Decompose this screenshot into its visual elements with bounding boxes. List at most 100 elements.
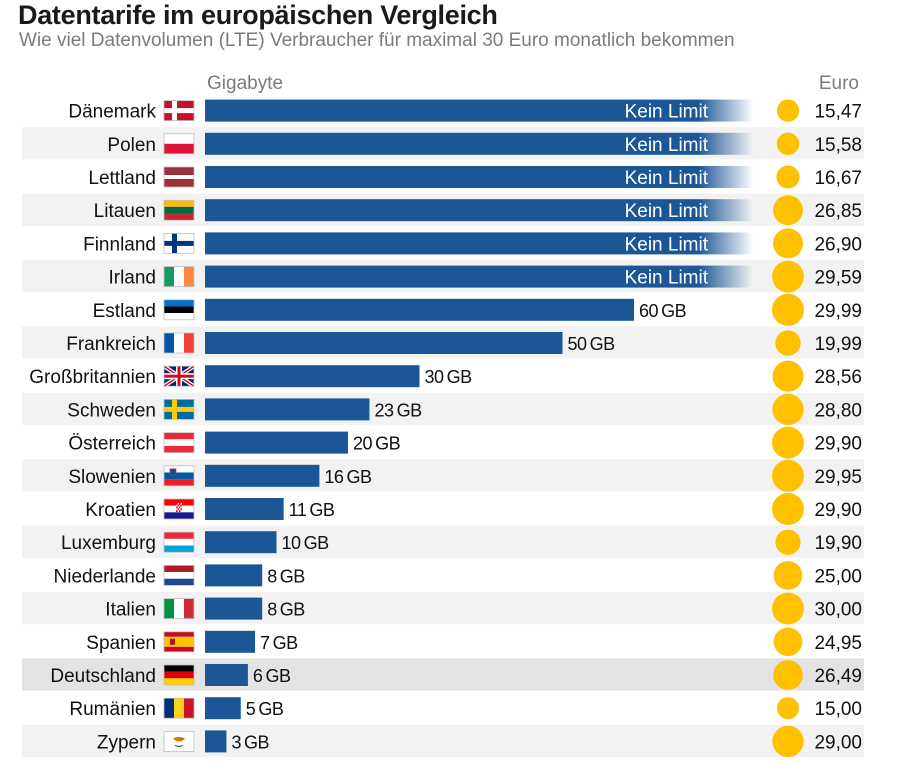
unlimited-label: Kein Limit bbox=[625, 268, 709, 289]
unlimited-label: Kein Limit bbox=[625, 234, 709, 255]
unlimited-label: Kein Limit bbox=[625, 168, 709, 189]
flag-es-icon bbox=[163, 631, 195, 653]
price-coin-icon bbox=[776, 165, 800, 189]
price-label: 28,56 bbox=[814, 367, 862, 388]
row-stripe bbox=[22, 592, 864, 625]
data-bar bbox=[205, 730, 227, 753]
data-bar bbox=[205, 99, 753, 122]
table-row: Estland 60 GB 29,99 bbox=[93, 293, 862, 326]
price-coin-icon bbox=[772, 493, 804, 525]
x-axis-label: Gigabyte bbox=[207, 73, 283, 94]
price-label: 29,95 bbox=[814, 467, 862, 488]
table-row: Österreich 20 GB 29,90 bbox=[68, 426, 862, 459]
table-row: Deutschland 6 GB 26,49 bbox=[22, 658, 864, 691]
price-coin-icon bbox=[773, 660, 803, 690]
data-bar bbox=[205, 531, 277, 554]
unlimited-label: Kein Limit bbox=[625, 135, 709, 156]
price-label: 26,85 bbox=[814, 201, 862, 222]
price-label: 16,67 bbox=[814, 168, 862, 189]
table-row: Slowenien 16 GB 29,95 bbox=[22, 459, 864, 492]
flag-nl-icon bbox=[163, 565, 195, 586]
data-bar bbox=[205, 298, 634, 321]
flag-pl-icon bbox=[163, 133, 195, 155]
data-bar bbox=[205, 431, 348, 454]
value-label: 16 GB bbox=[324, 467, 372, 487]
flag-at-icon bbox=[163, 432, 195, 454]
price-label: 15,58 bbox=[814, 135, 862, 156]
table-row: Irland Kein Limit 29,59 bbox=[22, 260, 864, 293]
country-label: Großbritannien bbox=[29, 367, 156, 388]
flag-se-icon bbox=[163, 398, 195, 420]
price-coin-icon bbox=[775, 330, 801, 356]
price-coin-icon bbox=[772, 426, 804, 459]
table-row: Spanien 7 GB 24,95 bbox=[86, 627, 862, 657]
flag-hr-icon bbox=[163, 498, 195, 520]
value-label: 8 GB bbox=[267, 566, 305, 586]
value-label: 23 GB bbox=[374, 400, 422, 420]
price-coin-icon bbox=[772, 260, 804, 293]
country-label: Dänemark bbox=[68, 102, 156, 123]
price-label: 19,99 bbox=[814, 334, 862, 355]
flag-de-icon bbox=[163, 664, 195, 686]
price-coin-icon bbox=[772, 393, 804, 425]
data-bar bbox=[205, 265, 753, 288]
table-row: Frankreich 50 GB 19,99 bbox=[22, 326, 864, 359]
table-row: Niederlande 8 GB 25,00 bbox=[54, 561, 862, 590]
price-label: 19,90 bbox=[814, 533, 862, 554]
country-label: Zypern bbox=[97, 732, 156, 753]
price-label: 25,00 bbox=[814, 566, 862, 587]
flag-it-icon bbox=[163, 598, 195, 619]
price-coin-icon bbox=[773, 195, 803, 226]
value-label: 11 GB bbox=[289, 500, 335, 520]
table-row: Litauen Kein Limit 26,85 bbox=[22, 193, 864, 226]
price-label: 29,90 bbox=[814, 500, 862, 521]
chart-title: Datentarife im europäischen Vergleich bbox=[18, 0, 498, 30]
data-bar bbox=[205, 564, 263, 587]
price-coin-icon bbox=[776, 99, 800, 122]
price-coin-icon bbox=[772, 360, 804, 392]
value-label: 20 GB bbox=[353, 434, 401, 454]
data-bar bbox=[205, 464, 320, 487]
flag-si-icon bbox=[163, 465, 195, 487]
data-bar bbox=[205, 697, 241, 720]
country-label: Litauen bbox=[94, 201, 156, 222]
price-coin-icon bbox=[773, 561, 803, 590]
country-label: Deutschland bbox=[50, 666, 156, 687]
price-label: 28,80 bbox=[814, 400, 862, 421]
flag-fi-icon bbox=[163, 232, 195, 254]
price-label: 30,00 bbox=[814, 600, 862, 621]
flag-ee-icon bbox=[163, 299, 195, 321]
value-label: 3 GB bbox=[231, 732, 269, 752]
price-label: 29,90 bbox=[814, 434, 862, 455]
value-label: 5 GB bbox=[246, 699, 284, 719]
table-row: Schweden 23 GB 28,80 bbox=[22, 392, 864, 425]
value-label: 8 GB bbox=[267, 600, 305, 620]
unlimited-label: Kein Limit bbox=[625, 102, 709, 123]
country-label: Estland bbox=[93, 301, 156, 322]
table-row: Finnland Kein Limit 26,90 bbox=[83, 228, 862, 259]
price-label: 26,49 bbox=[814, 666, 862, 687]
country-label: Niederlande bbox=[54, 566, 156, 587]
table-row: Zypern 3 GB 29,00 bbox=[22, 724, 864, 758]
price-coin-icon bbox=[775, 529, 801, 555]
price-label: 15,47 bbox=[814, 102, 862, 123]
row-stripe bbox=[22, 724, 864, 757]
table-row: Rumänien 5 GB 15,00 bbox=[69, 697, 862, 720]
country-label: Luxemburg bbox=[61, 533, 156, 554]
value-label: 6 GB bbox=[253, 666, 291, 686]
data-bar bbox=[205, 199, 753, 222]
price-coin-icon bbox=[773, 627, 803, 657]
table-row: Lettland Kein Limit 16,67 bbox=[88, 165, 862, 189]
data-bar bbox=[205, 498, 284, 520]
flag-fr-icon bbox=[163, 332, 195, 354]
table-row: Kroatien 11 GB 29,90 bbox=[85, 493, 862, 525]
flag-ie-icon bbox=[163, 266, 195, 288]
country-label: Finnland bbox=[83, 234, 156, 255]
country-label: Lettland bbox=[88, 168, 156, 189]
country-label: Österreich bbox=[68, 434, 156, 455]
flag-lu-icon bbox=[163, 531, 195, 553]
data-bar bbox=[205, 232, 753, 255]
row-stripe bbox=[22, 459, 864, 492]
price-coin-icon bbox=[777, 697, 799, 720]
